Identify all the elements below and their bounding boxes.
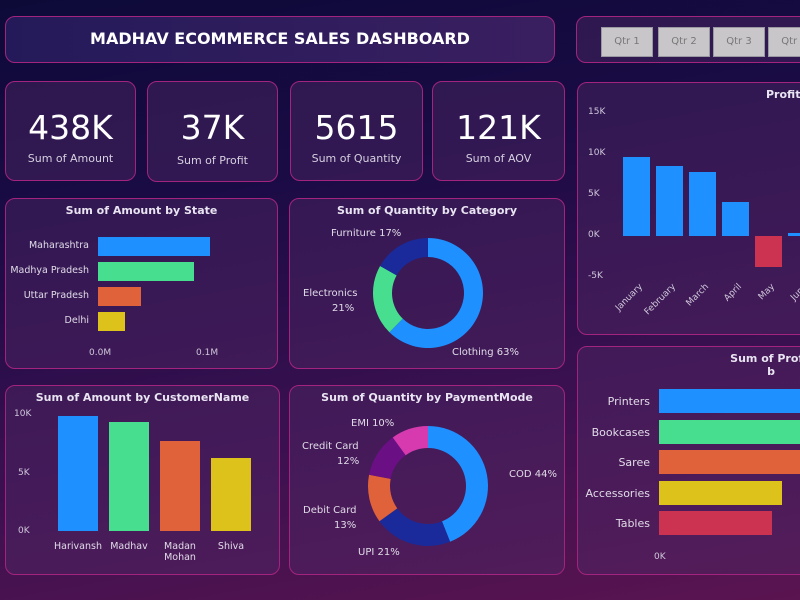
quarter-slicer: Qtr 1 Qtr 2 Qtr 3 Qtr 4 xyxy=(576,16,800,63)
label-electronics-pct: 21% xyxy=(332,303,355,314)
bar xyxy=(109,421,149,531)
label-credit-card-pct: 12% xyxy=(337,456,360,467)
kpi-value: 121K xyxy=(456,108,541,147)
qtr-3-button[interactable]: Qtr 3 xyxy=(713,27,765,57)
chart-title: Sum of Quantity by Category xyxy=(336,204,518,217)
x-tick: 0.0M xyxy=(89,348,112,358)
kpi-card-amount: 438K Sum of Amount xyxy=(5,81,136,181)
donut-slice xyxy=(380,238,428,276)
category-label: Harivansh xyxy=(54,541,102,552)
donut-slice xyxy=(373,265,403,333)
kpi-card-profit: 37K Sum of Profit xyxy=(147,81,278,182)
category-label: Madhya Pradesh xyxy=(10,265,89,276)
kpi-card-aov: 121K Sum of AOV xyxy=(432,81,565,181)
category-label: Shiva xyxy=(217,541,245,552)
label-credit-card: Credit Card xyxy=(302,441,359,452)
kpi-value: 37K xyxy=(180,108,245,147)
label-debit-card: Debit Card xyxy=(303,505,357,516)
kpi-value: 5615 xyxy=(314,108,399,147)
quantity-by-category-chart: Sum of Quantity by Category Clothing 63%… xyxy=(289,198,565,369)
donut-slice xyxy=(369,437,406,479)
category-label: Bookcases xyxy=(591,425,650,439)
label-emi: EMI 10% xyxy=(351,418,395,429)
qtr-1-button[interactable]: Qtr 1 xyxy=(601,27,653,57)
x-tick: 0.1M xyxy=(196,348,219,358)
bar xyxy=(659,450,800,474)
kpi-value: 438K xyxy=(28,108,113,147)
category-label: Accessories xyxy=(585,486,650,500)
dashboard-title: MADHAV ECOMMERCE SALES DASHBOARD xyxy=(90,29,470,48)
kpi-label: Sum of Profit xyxy=(177,154,248,167)
y-tick: 10K xyxy=(588,148,606,158)
chart-title: Sum of Amount by CustomerName xyxy=(35,391,250,404)
donut-slice xyxy=(379,508,451,546)
amount-by-customer-chart: Sum of Amount by CustomerName 0K 5K 10K … xyxy=(5,385,280,575)
label-furniture: Furniture 17% xyxy=(331,228,402,239)
donut-slice xyxy=(368,474,398,522)
category-label: Uttar Pradesh xyxy=(23,290,89,301)
donut-slice xyxy=(389,238,483,348)
y-tick: 5K xyxy=(588,189,600,199)
bar xyxy=(98,287,141,306)
bar xyxy=(659,511,773,535)
bar xyxy=(623,157,650,236)
bar xyxy=(788,232,800,236)
y-tick: 15K xyxy=(588,107,606,117)
bar xyxy=(659,419,800,444)
donut xyxy=(368,426,488,546)
donut-slice xyxy=(392,426,428,456)
kpi-label: Sum of Quantity xyxy=(311,152,402,165)
profit-by-subcategory-chart: Sum of Profit b 0K Printers Bookcases Sare… xyxy=(577,346,800,575)
y-tick: 10K xyxy=(14,409,32,419)
label-clothing: Clothing 63% xyxy=(452,347,520,358)
donut xyxy=(373,238,483,348)
kpi-label: Sum of Amount xyxy=(27,152,114,165)
bar xyxy=(722,202,749,236)
label-debit-card-pct: 13% xyxy=(334,520,357,531)
chart-title: Sum of Amount by State xyxy=(65,204,218,217)
category-label: Delhi xyxy=(64,315,89,326)
bar xyxy=(98,312,126,331)
category-label: Madhav xyxy=(110,541,148,552)
y-tick: 0K xyxy=(588,230,600,240)
amount-by-state-chart: Sum of Amount by State 0.0M 0.1M Maharas… xyxy=(5,198,278,369)
y-tick: 5K xyxy=(18,468,30,478)
bar xyxy=(98,262,194,281)
y-tick: -5K xyxy=(588,271,603,281)
y-tick: 0K xyxy=(18,526,30,536)
bar xyxy=(58,416,98,531)
bar xyxy=(659,480,782,505)
label-cod: COD 44% xyxy=(509,469,557,480)
x-tick: 0K xyxy=(654,552,666,562)
bar xyxy=(659,389,800,413)
bar xyxy=(656,166,683,236)
quantity-by-paymentmode-chart: Sum of Quantity by PaymentMode COD 44% U… xyxy=(289,385,565,575)
label-upi: UPI 21% xyxy=(358,547,400,558)
category-label: Printers xyxy=(607,395,650,408)
bar xyxy=(98,237,211,256)
donut-slice xyxy=(428,426,488,542)
bar xyxy=(755,236,782,268)
qtr-4-button[interactable]: Qtr 4 xyxy=(768,27,800,57)
category-label: Madan Mohan xyxy=(164,541,196,563)
kpi-label: Sum of AOV xyxy=(465,152,532,165)
category-label: Saree xyxy=(618,456,650,469)
title-banner: MADHAV ECOMMERCE SALES DASHBOARD xyxy=(5,16,555,63)
category-label: Maharashtra xyxy=(28,240,89,251)
chart-title: Sum of Quantity by PaymentMode xyxy=(321,391,533,404)
bar xyxy=(211,457,251,531)
bar xyxy=(689,172,716,236)
category-label: Tables xyxy=(615,517,650,530)
bar xyxy=(160,440,200,531)
profit-by-month-chart: Profit b -5K0K5K10K15KJanuaryFebruaryMar… xyxy=(577,82,800,335)
label-electronics: Electronics xyxy=(303,288,358,299)
qtr-2-button[interactable]: Qtr 2 xyxy=(658,27,710,57)
chart-title: Profit b xyxy=(766,88,800,101)
chart-title: Sum of Profit b xyxy=(730,352,800,378)
kpi-card-quantity: 5615 Sum of Quantity xyxy=(290,81,423,181)
